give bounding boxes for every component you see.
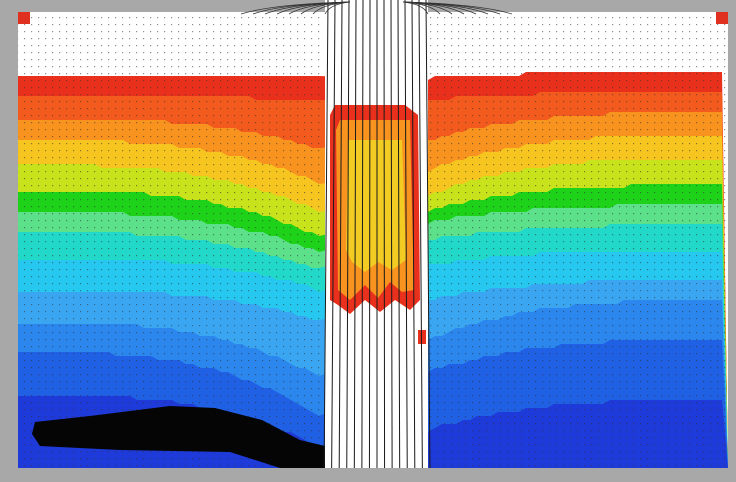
streamline xyxy=(369,0,370,468)
column-red-spot xyxy=(418,330,426,344)
corner-marker xyxy=(18,12,30,24)
page: (() => { const svg = document.getElement… xyxy=(0,0,736,482)
corner-marker xyxy=(716,12,728,24)
streamline xyxy=(384,0,385,468)
flow-visualization xyxy=(0,0,736,482)
